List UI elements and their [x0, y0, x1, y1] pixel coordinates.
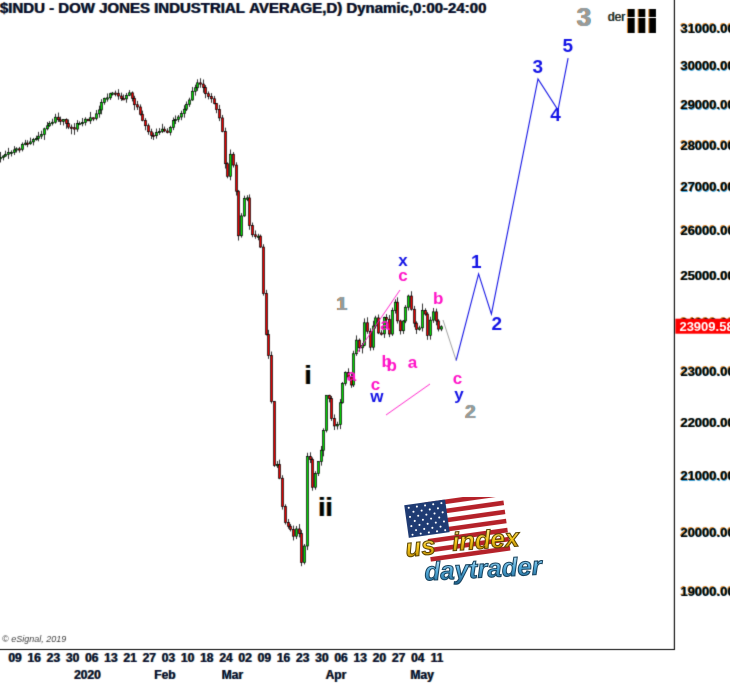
svg-text:daytrader: daytrader: [424, 552, 545, 586]
svg-text:index: index: [451, 524, 522, 557]
